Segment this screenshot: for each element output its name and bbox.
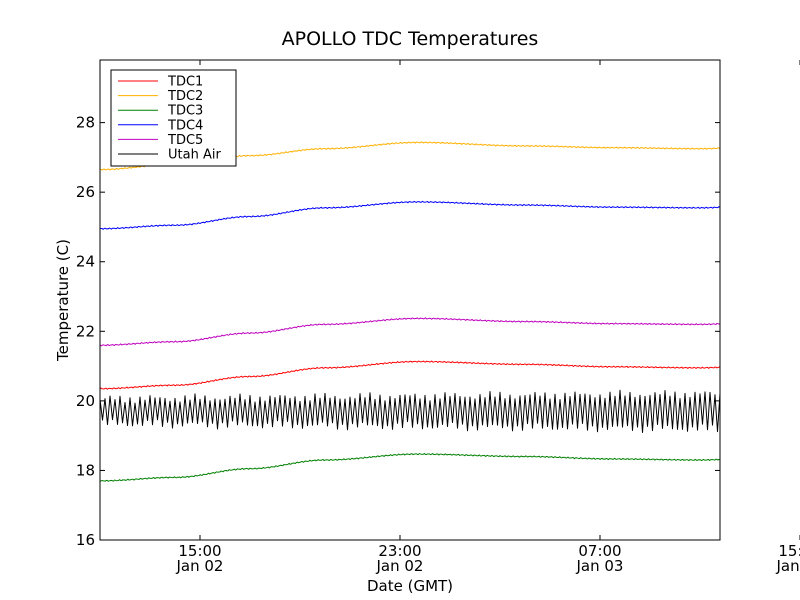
- legend-label: TDC4: [167, 118, 203, 133]
- series-line-tdc5: [100, 317, 720, 347]
- legend-box: [110, 69, 237, 167]
- series-line-tdc4: [100, 200, 720, 230]
- y-tick-label: 22: [76, 322, 95, 340]
- y-tick-label: 26: [76, 183, 95, 201]
- x-tick-label-time: 15:00: [778, 542, 800, 560]
- x-tick-label-date: Jan 02: [376, 557, 424, 575]
- legend-label: TDC1: [167, 75, 203, 90]
- x-tick-label-time: 15:00: [178, 542, 221, 560]
- legend-label: TDC5: [167, 133, 203, 148]
- chart-title: APOLLO TDC Temperatures: [282, 28, 539, 50]
- y-axis-title: Temperature (C): [54, 239, 72, 362]
- legend-label: Utah Air: [168, 148, 221, 163]
- y-tick-label: 18: [76, 461, 95, 479]
- series-line-tdc1: [100, 360, 720, 390]
- y-tick-label: 20: [76, 392, 95, 410]
- legend-label: TDC2: [167, 89, 203, 104]
- series-line-tdc3: [100, 452, 720, 482]
- plot-frame: [99, 59, 721, 541]
- x-tick-label-time: 23:00: [378, 542, 421, 560]
- y-tick-label: 16: [76, 531, 95, 549]
- x-tick-label-date: Jan 03: [576, 557, 624, 575]
- x-axis-title: Date (GMT): [367, 577, 453, 595]
- x-tick-label-date: Jan 03: [776, 557, 800, 575]
- series-line-utah-air: [100, 389, 720, 433]
- legend-label: TDC3: [167, 104, 203, 119]
- y-tick-label: 28: [76, 114, 95, 132]
- x-tick-label-date: Jan 02: [176, 557, 224, 575]
- y-tick-label: 24: [76, 253, 95, 271]
- x-tick-label-time: 07:00: [578, 542, 621, 560]
